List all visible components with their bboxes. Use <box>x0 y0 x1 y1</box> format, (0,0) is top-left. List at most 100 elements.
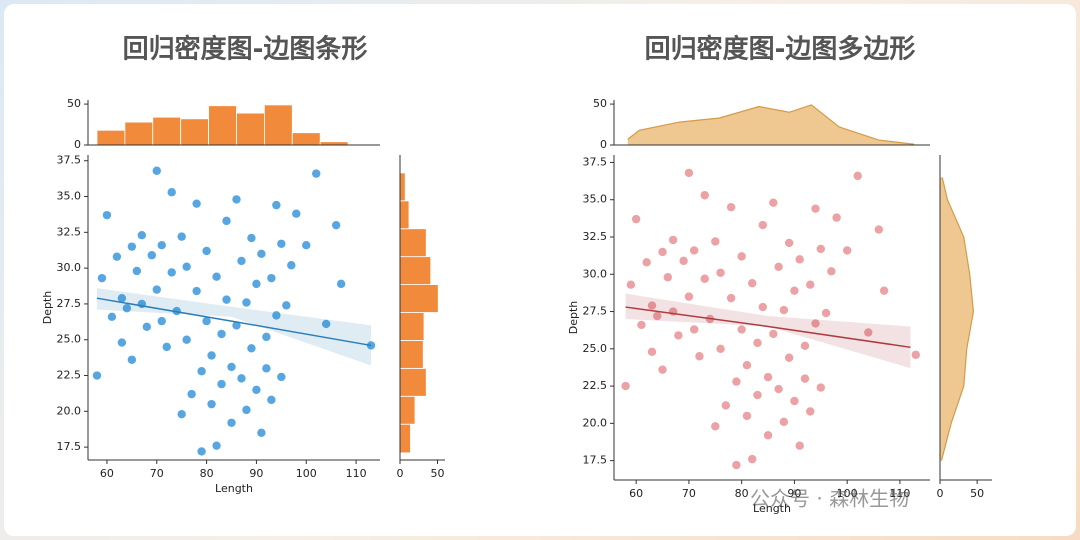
scatter-point <box>97 273 107 283</box>
scatter-point <box>167 268 176 277</box>
scatter-point <box>137 230 147 240</box>
watermark: 公众号 · 森林生物 <box>750 487 909 511</box>
scatter-point <box>312 169 321 178</box>
x-tick-label: 100 <box>837 487 858 500</box>
scatter-point <box>679 256 688 266</box>
scatter-point <box>117 293 127 303</box>
top-hist-bar <box>291 132 321 146</box>
right-area-line <box>940 177 975 461</box>
scatter-point <box>207 399 216 409</box>
scatter-point <box>732 377 741 386</box>
scatter-point <box>257 249 266 259</box>
scatter-point <box>277 239 286 248</box>
scatter-point <box>774 262 783 272</box>
right-x-tick-label: 50 <box>431 467 445 480</box>
scatter-point <box>222 295 231 304</box>
scatter-point <box>700 274 709 283</box>
scatter-point <box>292 209 301 218</box>
scatter-point <box>758 302 767 312</box>
scatter-point <box>272 200 281 210</box>
scatter-point <box>212 272 221 281</box>
scatter-point <box>112 252 122 261</box>
scatter-point <box>252 385 261 395</box>
y-axis-label: Depth <box>41 291 54 325</box>
scatter-point <box>237 374 246 383</box>
y-tick-label: 17.5 <box>583 454 608 467</box>
top-hist-bar <box>236 112 265 146</box>
scatter-point <box>779 417 789 427</box>
scatter-point <box>262 364 271 373</box>
scatter-point <box>157 316 166 326</box>
scatter-point <box>774 384 783 394</box>
scatter-point <box>247 344 256 353</box>
x-axis-label: Length <box>215 482 253 495</box>
scatter-point <box>700 191 709 200</box>
scatter-point <box>637 320 646 330</box>
scatter-point <box>816 383 825 392</box>
scatter-point <box>152 285 161 294</box>
right-x-tick-label: 0 <box>937 487 944 500</box>
y-tick-label: 35.0 <box>57 190 82 203</box>
scatter-point <box>811 204 820 213</box>
scatter-point <box>779 305 789 315</box>
scatter-point <box>663 273 673 282</box>
y-tick-label: 30.0 <box>57 261 82 274</box>
top-hist-bar <box>263 104 293 146</box>
scatter-point <box>748 454 757 464</box>
scatter-point <box>217 379 226 389</box>
regression-line <box>96 297 372 347</box>
scatter-point <box>197 447 206 456</box>
scatter-point <box>689 325 699 334</box>
scatter-point <box>167 188 176 197</box>
scatter-point <box>331 220 341 230</box>
scatter-point <box>689 246 699 255</box>
x-tick-label: 60 <box>100 467 114 480</box>
right-x-tick-label: 50 <box>970 487 984 500</box>
right-hist-bar <box>399 172 406 202</box>
scatter-point <box>232 321 241 330</box>
right-hist-bar <box>399 200 410 230</box>
x-tick-label: 70 <box>682 487 696 500</box>
scatter-point <box>122 304 132 313</box>
scatter-point <box>668 235 678 245</box>
scatter-point <box>647 347 657 356</box>
scatter-point <box>769 198 778 207</box>
scatter-point <box>272 311 281 320</box>
chart-title: 回归密度图-边图多边形 <box>645 34 916 65</box>
right-hist-bar <box>399 312 425 341</box>
scatter-point <box>132 266 142 276</box>
scatter-point <box>864 328 873 337</box>
scatter-point <box>758 220 767 230</box>
scatter-point <box>821 308 831 318</box>
confidence-band <box>96 288 372 366</box>
scatter-point <box>806 407 815 416</box>
scatter-point <box>92 371 102 380</box>
x-tick-label: 100 <box>296 467 317 480</box>
top-y-tick-label: 50 <box>593 97 607 110</box>
y-tick-label: 20.0 <box>583 416 608 429</box>
scatter-point <box>302 241 311 250</box>
x-tick-label: 90 <box>787 487 801 500</box>
y-tick-label: 25.0 <box>57 333 82 346</box>
x-tick-label: 90 <box>249 467 263 480</box>
y-tick-label: 17.5 <box>57 440 82 453</box>
scatter-point <box>182 335 191 344</box>
scatter-point <box>252 279 261 289</box>
scatter-point <box>321 319 331 329</box>
y-tick-label: 32.5 <box>57 225 82 238</box>
right-hist-bar <box>399 395 416 425</box>
top-y-tick-label: 50 <box>67 97 81 110</box>
top-area-line <box>627 104 915 145</box>
scatter-point <box>142 322 151 332</box>
scatter-point <box>242 405 251 415</box>
scatter-point <box>811 319 820 328</box>
scatter-point <box>816 244 825 254</box>
scatter-point <box>227 362 236 372</box>
scatter-point <box>800 374 810 383</box>
scatter-point <box>202 246 211 256</box>
y-tick-label: 22.5 <box>583 379 608 392</box>
scatter-point <box>107 312 117 322</box>
scatter-point <box>257 428 266 437</box>
